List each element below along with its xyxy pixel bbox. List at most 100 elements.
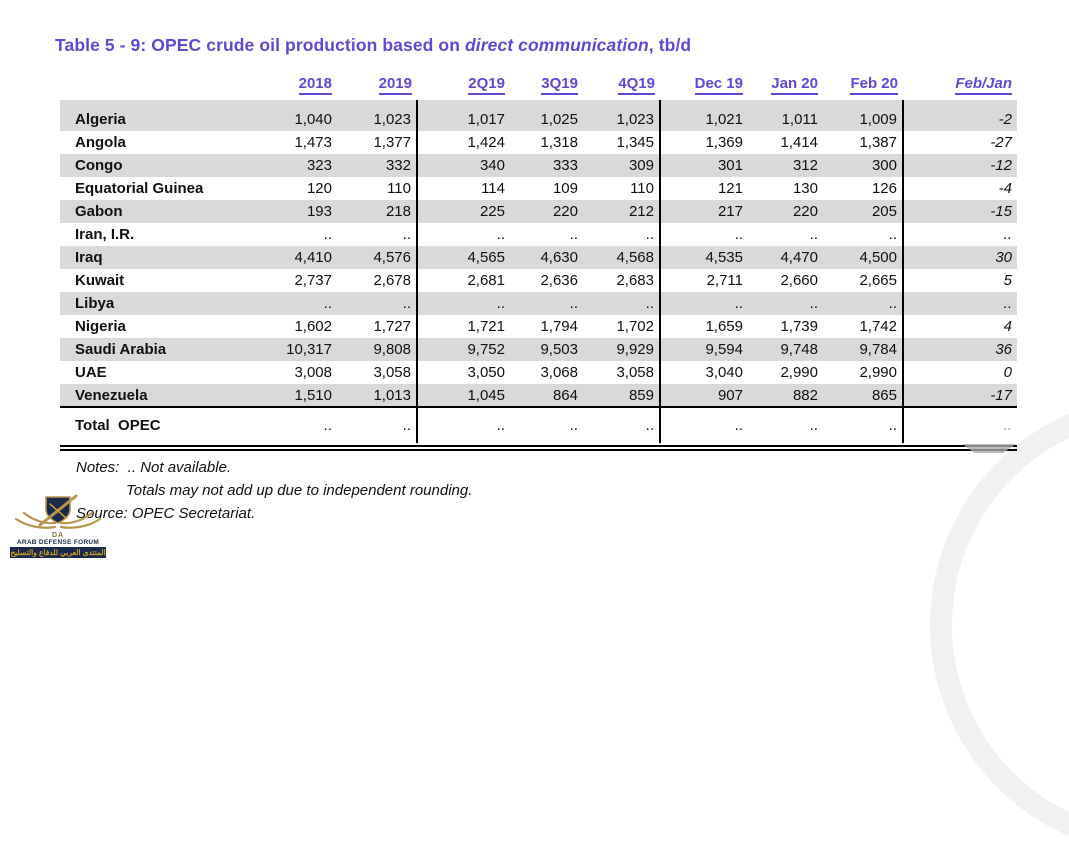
- country-label: Algeria: [75, 111, 126, 128]
- value-cell: 1,739: [780, 318, 818, 335]
- value-cell: ..: [809, 226, 818, 243]
- spacer-cell: [823, 100, 904, 108]
- column-header-label: 3Q19: [541, 75, 578, 95]
- value-cell: 2,990: [780, 364, 818, 381]
- total-label: Total OPEC: [60, 406, 250, 443]
- value-cell: ..: [583, 292, 661, 315]
- value-cell: ..: [660, 406, 748, 443]
- value-cell: ..: [823, 406, 904, 443]
- value-cell: ..: [809, 295, 818, 312]
- value-cell: 9,748: [780, 341, 818, 358]
- value-cell: ..: [1003, 295, 1012, 312]
- value-cell: 126: [823, 177, 904, 200]
- note-not-available: Notes: .. Not available.: [76, 459, 232, 476]
- value-cell: 1,602: [294, 318, 332, 335]
- arab-defense-forum-logo: DA ARAB DEFENSE FORUM المنتدى العربي للد…: [10, 494, 106, 558]
- value-cell: 1,794: [540, 318, 578, 335]
- note-source: Source: OPEC Secretariat.: [76, 505, 256, 522]
- value-cell: ..: [734, 295, 743, 312]
- value-cell: 300: [823, 154, 904, 177]
- value-cell: ..: [510, 406, 583, 443]
- country-label: Angola: [75, 134, 126, 151]
- value-cell: 4,630: [540, 249, 578, 266]
- value-cell: 333: [552, 157, 578, 174]
- value-cell: 114: [481, 180, 505, 197]
- value-cell: 193: [306, 203, 332, 220]
- spacer-cell: [60, 100, 250, 108]
- value-cell: 1,369: [705, 134, 743, 151]
- value-cell: 110: [337, 177, 418, 200]
- value-cell: 109: [552, 180, 578, 197]
- spacer-cell: [583, 100, 661, 108]
- value-cell: 3,058: [583, 361, 661, 384]
- spacer-cell: [903, 100, 1017, 108]
- value-cell: 882: [792, 386, 818, 404]
- logo-arabic-text: المنتدى العربي للدفاع والتسليح: [10, 547, 106, 558]
- column-header-jan-20: Jan 20: [748, 75, 823, 95]
- value-cell: 36: [995, 341, 1012, 358]
- value-cell: 217: [717, 203, 743, 220]
- value-cell: 110: [583, 177, 661, 200]
- value-cell: -2: [998, 111, 1012, 128]
- value-cell: 3,050: [467, 364, 505, 381]
- value-cell: 2,678: [337, 269, 418, 292]
- country-label: Iraq: [75, 249, 103, 266]
- value-cell: 1,702: [583, 315, 661, 338]
- table-row-total-opec: Total OPEC..................: [60, 406, 1017, 443]
- value-cell: 2,660: [780, 272, 818, 289]
- value-cell: 1,424: [467, 134, 505, 151]
- value-cell: 1,414: [780, 134, 818, 151]
- value-cell: 10,317: [286, 341, 332, 358]
- note-rounding: Totals may not add up due to independent…: [126, 482, 473, 499]
- spacer-cell: [417, 100, 510, 108]
- value-cell: ..: [823, 223, 904, 246]
- value-cell: 1,013: [337, 384, 418, 407]
- spacer-cell: [660, 100, 748, 108]
- value-cell: -12: [990, 157, 1012, 174]
- column-header-label: 2Q19: [468, 75, 505, 95]
- value-cell: 225: [479, 203, 505, 220]
- value-cell: 4,410: [294, 249, 332, 266]
- value-cell: ..: [496, 295, 505, 312]
- value-cell: ..: [734, 226, 743, 243]
- column-header-2018: 2018: [250, 75, 337, 95]
- value-cell: ..: [496, 226, 505, 243]
- value-cell: ..: [748, 406, 823, 443]
- spacer-cell: [748, 100, 823, 108]
- country-label: Iran, I.R.: [75, 226, 135, 243]
- column-header-row: 2018 2019 2Q19 3Q19 4Q19 Dec 19 Jan 20 Feb 20 Fe…: [60, 75, 1017, 95]
- value-cell: 907: [717, 386, 743, 404]
- country-label: Venezuela: [75, 386, 148, 404]
- value-cell: 1,659: [705, 318, 743, 335]
- value-cell: 9,929: [583, 338, 661, 361]
- value-cell: 2,681: [467, 272, 505, 289]
- value-cell: ..: [323, 295, 332, 312]
- column-header-label: Dec 19: [694, 75, 743, 95]
- country-label: Saudi Arabia: [75, 341, 167, 358]
- value-cell: 220: [792, 203, 818, 220]
- value-cell: 1,721: [467, 318, 505, 335]
- value-cell: 1,377: [337, 131, 418, 154]
- table-row-iran-i-r: Iran, I.R...................: [60, 223, 1017, 246]
- table-row-nigeria: Nigeria 1,602 1,727 1,721 1,794 1,702 1,659 1,7…: [60, 315, 1017, 338]
- value-cell: 4,568: [583, 246, 661, 269]
- table-row-algeria: Algeria 1,040 1,023 1,017 1,025 1,023 1,021 1,0…: [60, 108, 1017, 131]
- column-header-3q19: 3Q19: [510, 75, 583, 95]
- value-cell: 1,510: [294, 386, 332, 404]
- value-cell: 2,990: [823, 361, 904, 384]
- value-cell: 212: [583, 200, 661, 223]
- value-cell: 220: [552, 203, 578, 220]
- value-cell: 4,535: [705, 249, 743, 266]
- title-text: Table 5 - 9: OPEC crude oil production b…: [55, 35, 465, 55]
- value-cell: 5: [1003, 272, 1012, 289]
- column-header-4q19: 4Q19: [583, 75, 660, 95]
- value-cell: ..: [337, 223, 418, 246]
- value-cell: 2,665: [823, 269, 904, 292]
- column-header-label: 2018: [298, 75, 332, 95]
- value-cell: 1,387: [823, 131, 904, 154]
- logo-emblem-icon: [14, 494, 102, 529]
- value-cell: 3,008: [294, 364, 332, 381]
- value-cell: 9,594: [705, 341, 743, 358]
- value-cell: 0: [1003, 364, 1012, 381]
- value-cell: 1,009: [823, 108, 904, 131]
